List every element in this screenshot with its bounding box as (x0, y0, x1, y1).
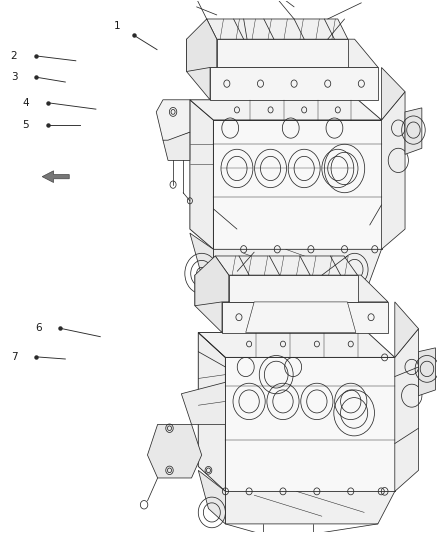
Polygon shape (195, 256, 229, 306)
Polygon shape (195, 275, 388, 302)
Polygon shape (163, 132, 190, 160)
Polygon shape (215, 256, 357, 275)
Polygon shape (181, 382, 226, 424)
Polygon shape (229, 275, 357, 302)
Polygon shape (395, 329, 419, 491)
Polygon shape (156, 100, 190, 140)
Polygon shape (226, 491, 395, 524)
Polygon shape (213, 249, 381, 286)
Polygon shape (213, 120, 381, 249)
Polygon shape (381, 68, 405, 120)
Text: 1: 1 (114, 21, 121, 31)
Text: 5: 5 (22, 120, 29, 130)
Polygon shape (222, 302, 388, 333)
Polygon shape (195, 275, 222, 333)
Polygon shape (190, 100, 381, 120)
Polygon shape (226, 358, 395, 491)
Text: 7: 7 (11, 352, 17, 362)
Polygon shape (207, 19, 348, 39)
Text: 4: 4 (22, 98, 29, 108)
Polygon shape (190, 233, 213, 286)
Polygon shape (198, 333, 395, 358)
Polygon shape (198, 333, 226, 491)
Polygon shape (187, 39, 210, 100)
Polygon shape (246, 302, 356, 333)
Polygon shape (395, 302, 419, 358)
Text: 6: 6 (35, 323, 42, 333)
Polygon shape (217, 39, 348, 68)
Polygon shape (187, 39, 378, 68)
Polygon shape (405, 108, 422, 155)
Polygon shape (419, 348, 435, 395)
Polygon shape (148, 424, 201, 478)
Text: 2: 2 (11, 51, 17, 61)
Polygon shape (187, 19, 217, 71)
Polygon shape (381, 92, 405, 249)
Text: 3: 3 (11, 72, 17, 82)
Polygon shape (210, 68, 378, 100)
Polygon shape (198, 470, 226, 524)
Polygon shape (42, 171, 69, 182)
Polygon shape (190, 100, 213, 249)
